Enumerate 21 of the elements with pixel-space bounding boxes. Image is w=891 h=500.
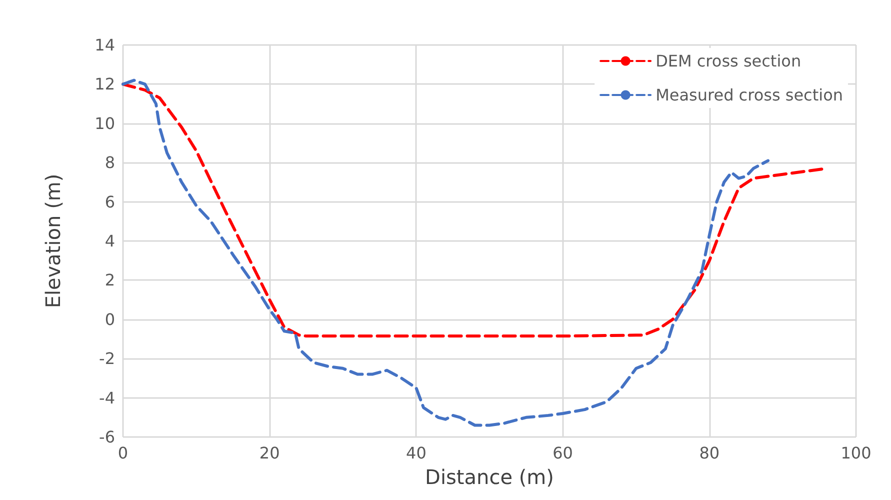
legend-label: Measured cross section — [656, 86, 843, 104]
x-tick-label: 40 — [406, 444, 426, 462]
x-axis-title: Distance (m) — [425, 465, 554, 489]
y-tick-label: 8 — [104, 153, 115, 172]
x-tick-label: 0 — [118, 444, 128, 462]
y-tick-label: -6 — [99, 428, 115, 446]
x-tick-label: 20 — [259, 444, 280, 462]
legend-label: DEM cross section — [656, 52, 802, 70]
y-tick-label: 4 — [104, 232, 115, 250]
y-tick-label: 0 — [104, 310, 115, 329]
y-tick-label: 12 — [94, 74, 115, 94]
y-tick-label: -4 — [99, 388, 115, 408]
y-tick-label: 2 — [104, 270, 115, 290]
x-tick-label: 80 — [699, 444, 720, 462]
y-tick-label: 10 — [94, 114, 115, 133]
y-tick-label: 6 — [104, 192, 115, 212]
y-tick-label: 14 — [94, 36, 115, 54]
x-tick-label: 60 — [552, 444, 573, 462]
y-axis-title: Elevation (m) — [41, 174, 65, 308]
y-tick-label: -2 — [99, 349, 115, 368]
x-tick-label: 100 — [840, 444, 872, 462]
